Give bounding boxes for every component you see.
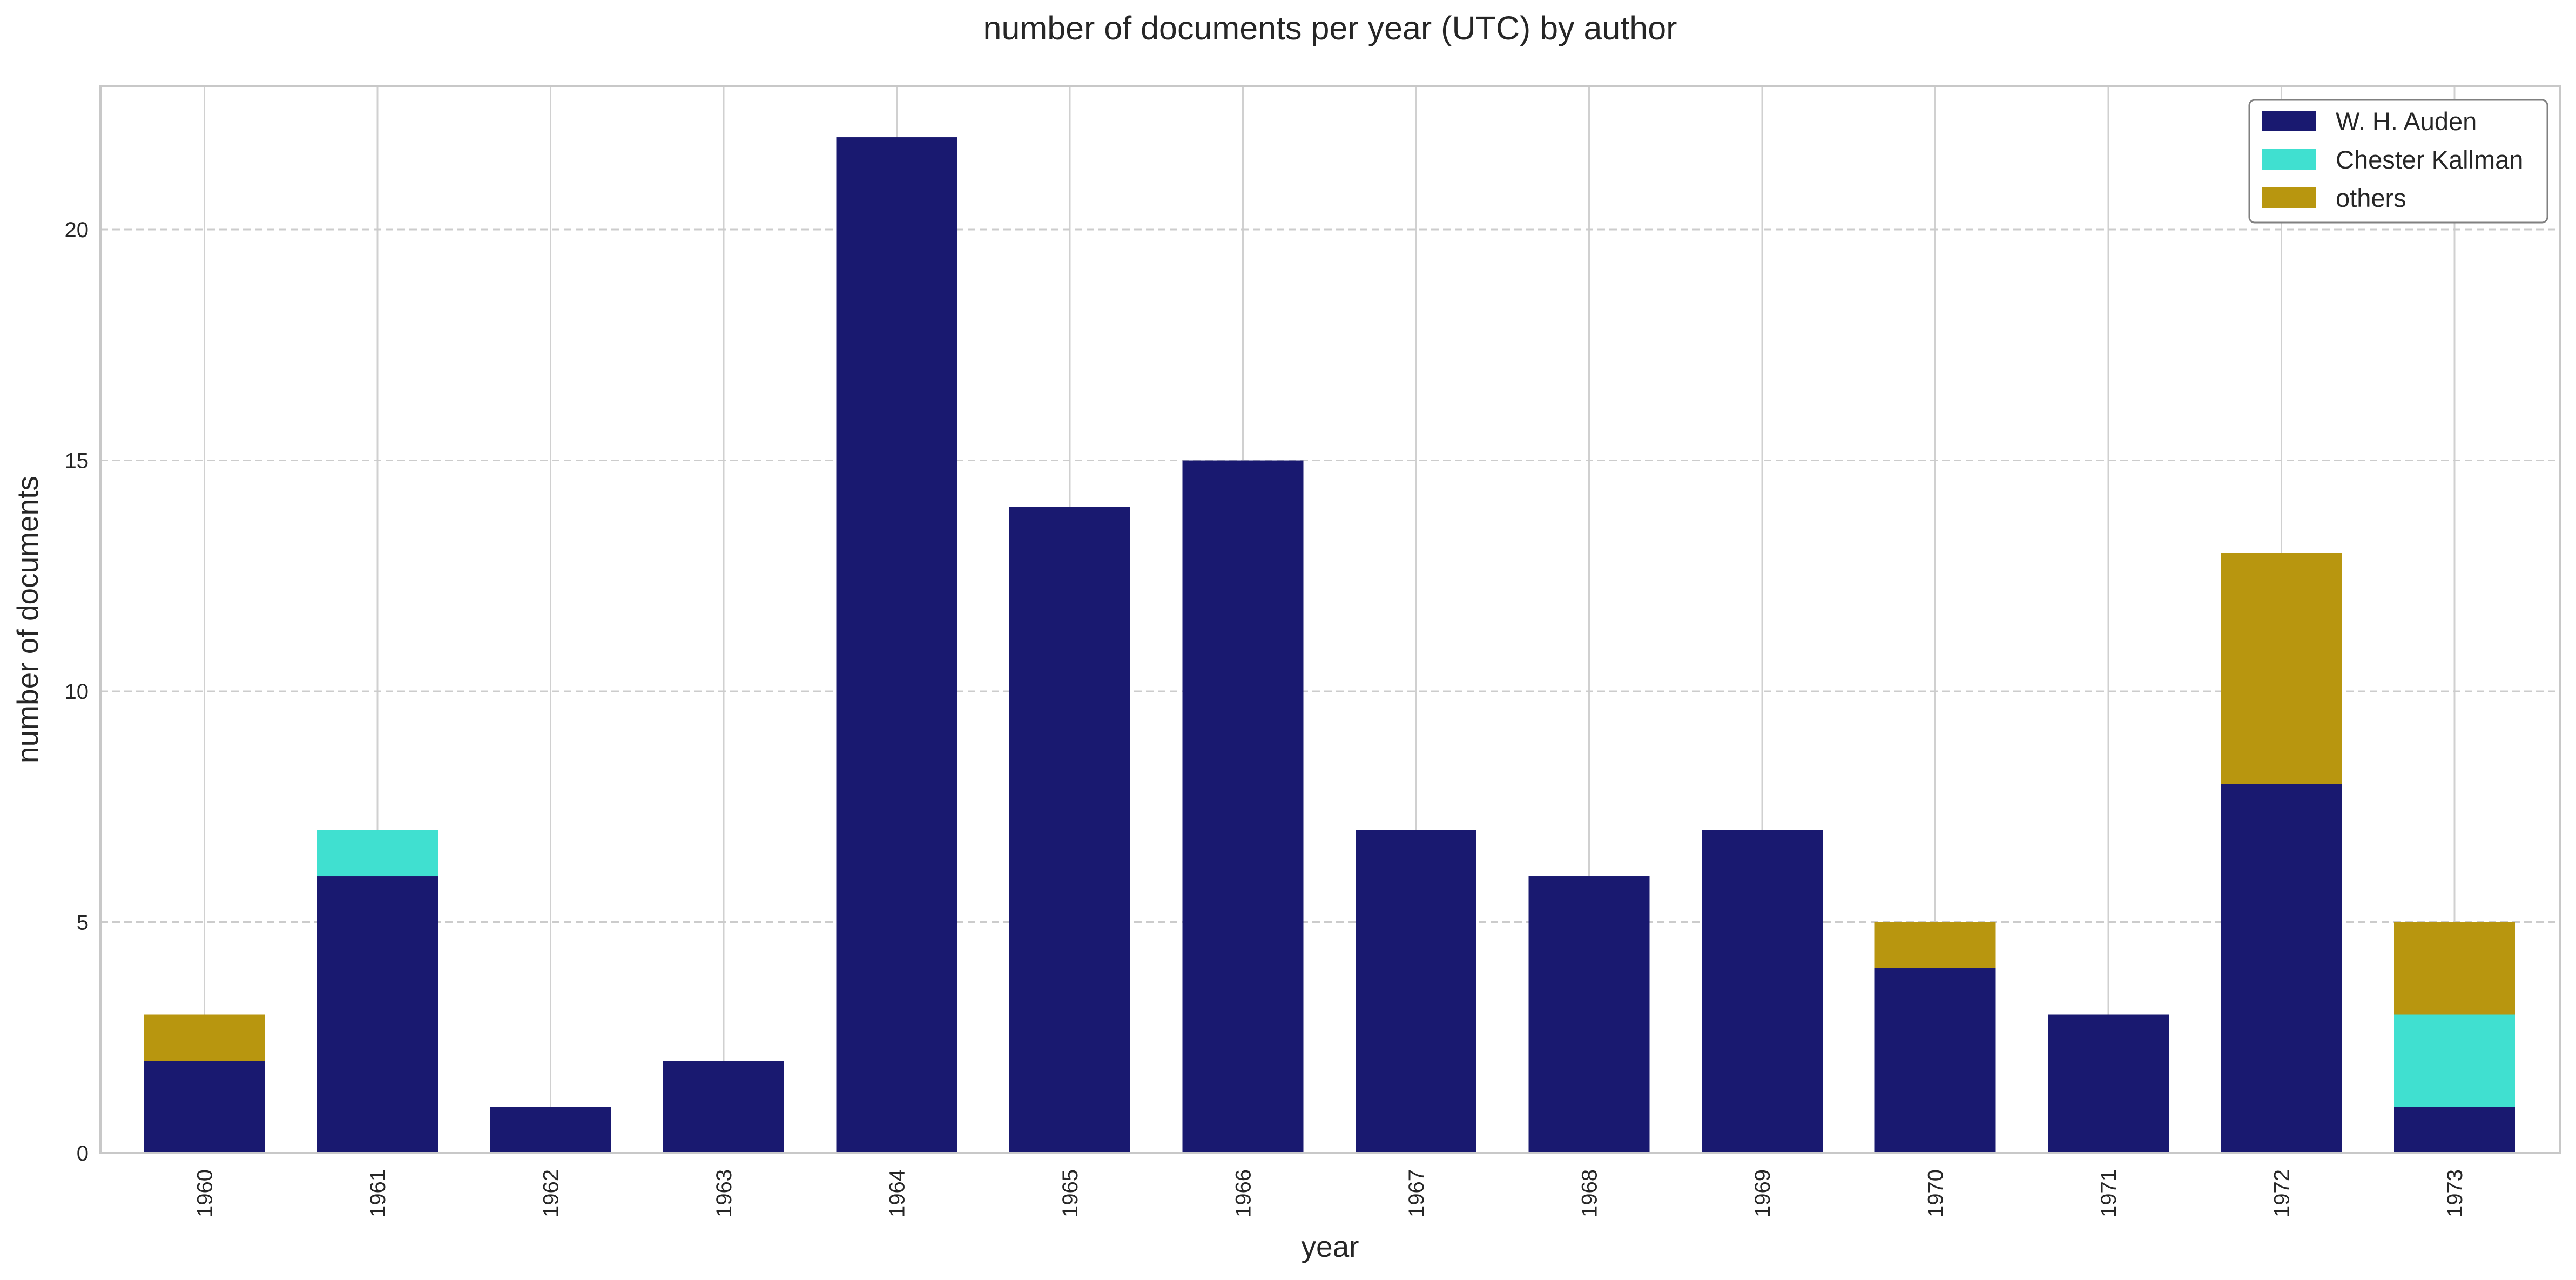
bar-w-h-auden-1960 xyxy=(144,1061,265,1153)
legend-label: W. H. Auden xyxy=(2336,107,2477,136)
x-tick-label: 1963 xyxy=(712,1169,736,1217)
bar-others-1970 xyxy=(1874,922,1996,969)
bar-w-h-auden-1961 xyxy=(317,876,438,1153)
x-tick-label: 1965 xyxy=(1058,1169,1082,1217)
x-tick-label: 1972 xyxy=(2270,1169,2294,1217)
legend: W. H. Auden Chester Kallman others xyxy=(2248,99,2548,224)
bar-w-h-auden-1969 xyxy=(1702,830,1823,1153)
y-tick-label: 10 xyxy=(65,680,89,704)
legend-label: others xyxy=(2336,184,2406,212)
legend-items: W. H. Auden Chester Kallman others xyxy=(2262,107,2523,212)
bar-w-h-auden-1963 xyxy=(663,1061,784,1153)
x-tick-label: 1964 xyxy=(886,1169,909,1217)
y-axis-label: number of documents xyxy=(11,476,44,763)
bar-others-1960 xyxy=(144,1014,265,1061)
bars xyxy=(144,137,2515,1154)
bar-w-h-auden-1966 xyxy=(1182,460,1304,1153)
legend-box xyxy=(2248,99,2548,224)
x-tick-label: 1967 xyxy=(1405,1169,1428,1217)
bar-w-h-auden-1972 xyxy=(2221,784,2342,1153)
y-tick-label: 5 xyxy=(77,911,89,935)
x-axis-ticks: 1960 1961 1962 1963 1964 1965 1966 1967 1968 1969… xyxy=(193,1169,2467,1217)
bar-w-h-auden-1965 xyxy=(1009,507,1130,1153)
x-tick-label: 1970 xyxy=(1924,1169,1948,1217)
bar-w-h-auden-1970 xyxy=(1874,968,1996,1153)
y-tick-label: 15 xyxy=(65,449,89,473)
bar-w-h-auden-1964 xyxy=(836,137,957,1154)
bar-others-1972 xyxy=(2221,553,2342,784)
x-tick-label: 1966 xyxy=(1232,1169,1256,1217)
x-tick-label: 1968 xyxy=(1578,1169,1602,1217)
plot-background xyxy=(100,86,2560,1153)
bar-others-1973 xyxy=(2394,922,2515,1015)
x-tick-label: 1961 xyxy=(366,1169,390,1217)
x-tick-label: 1960 xyxy=(193,1169,217,1217)
y-axis-ticks: 0 5 10 15 20 xyxy=(65,218,89,1166)
legend-swatch xyxy=(2262,111,2316,131)
bar-w-h-auden-1973 xyxy=(2394,1107,2515,1153)
bar-chester-kallman-1961 xyxy=(317,830,438,877)
x-tick-label: 1971 xyxy=(2097,1169,2121,1217)
y-tick-label: 20 xyxy=(65,218,89,242)
x-tick-label: 1962 xyxy=(540,1169,563,1217)
legend-swatch xyxy=(2262,149,2316,170)
x-tick-label: 1973 xyxy=(2443,1169,2467,1217)
legend-swatch xyxy=(2262,187,2316,208)
bar-w-h-auden-1968 xyxy=(1528,876,1650,1153)
plot-frame xyxy=(99,85,2561,1154)
chart-title: number of documents per year (UTC) by au… xyxy=(983,10,1677,46)
bar-chester-kallman-1973 xyxy=(2394,1014,2515,1107)
bar-w-h-auden-1971 xyxy=(2048,1014,2169,1153)
x-tick-label: 1969 xyxy=(1751,1169,1775,1217)
x-axis-label: year xyxy=(1302,1230,1359,1263)
bar-w-h-auden-1962 xyxy=(490,1107,611,1153)
y-tick-label: 0 xyxy=(77,1142,89,1166)
legend-label: Chester Kallman xyxy=(2336,145,2523,174)
bar-w-h-auden-1967 xyxy=(1356,830,1476,1153)
